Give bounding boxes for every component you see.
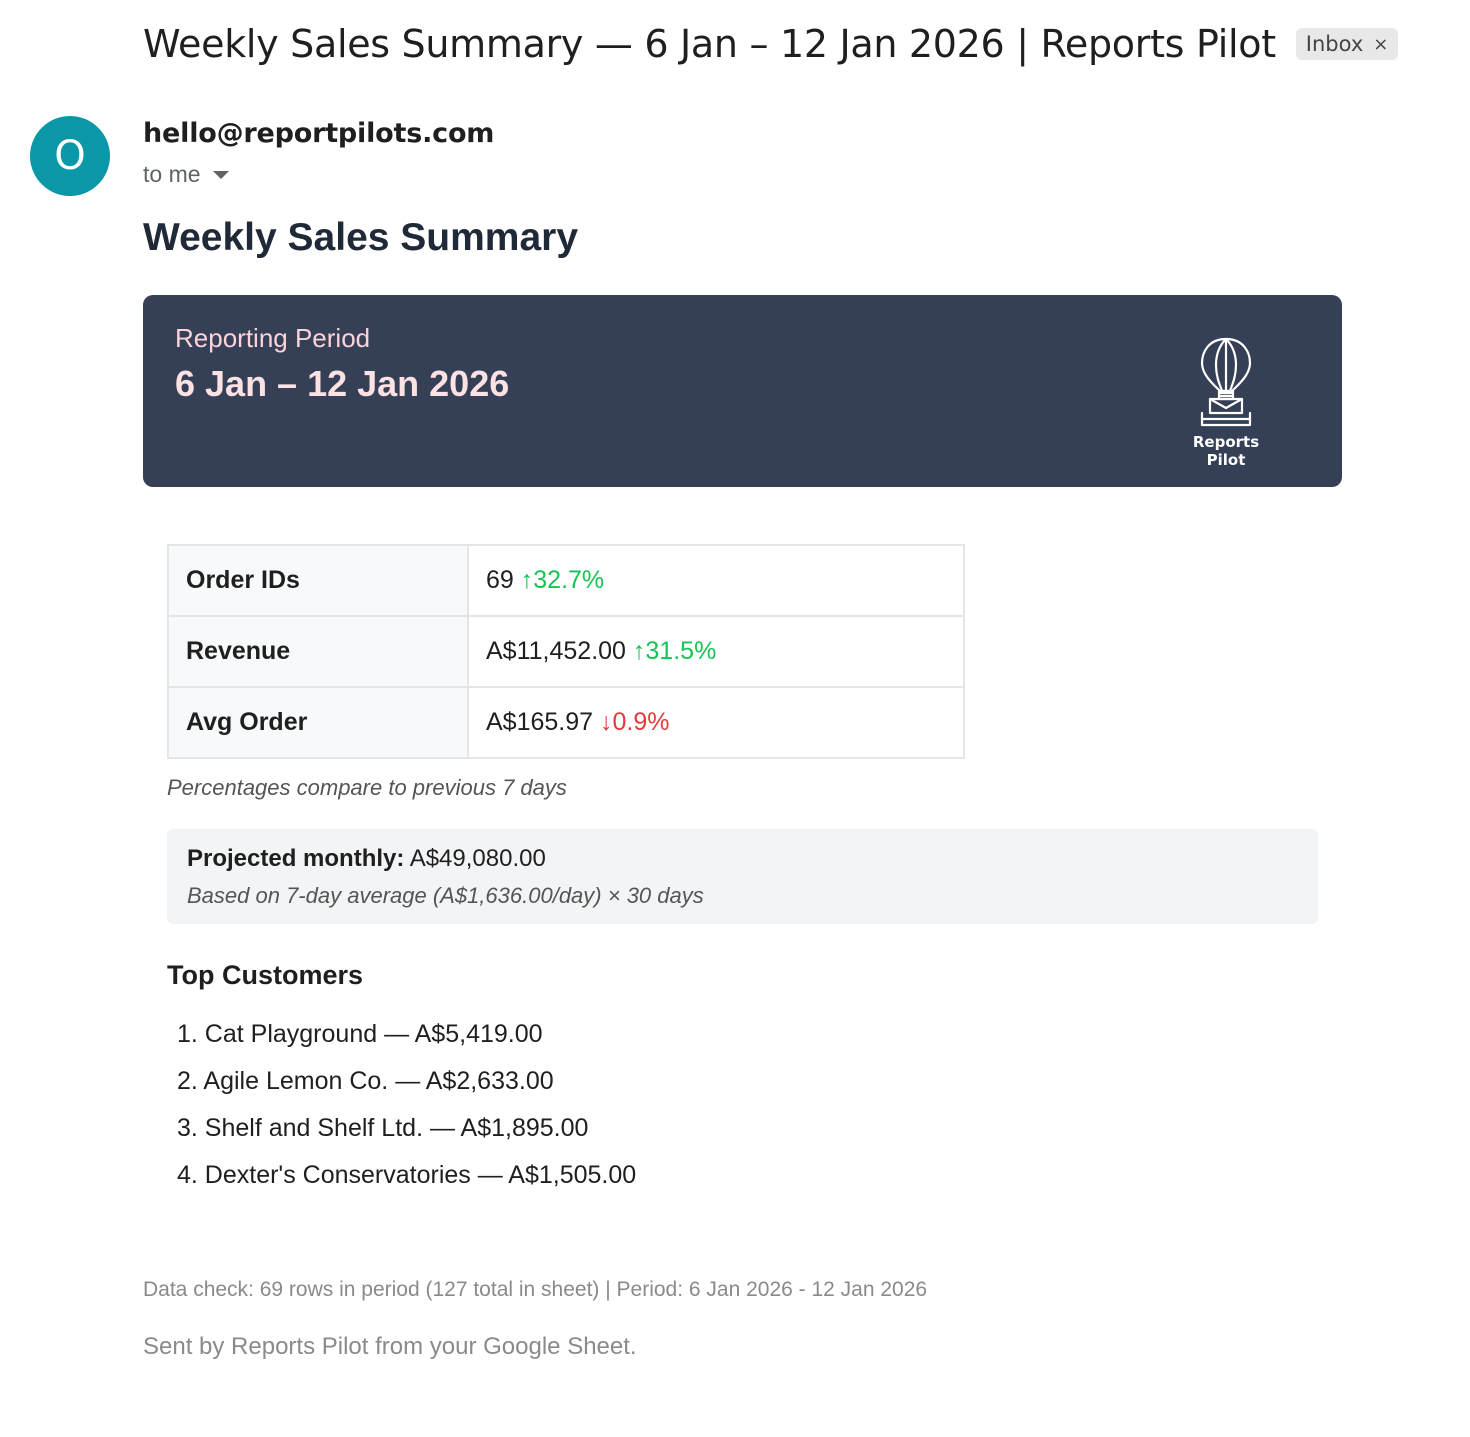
list-item: 3. Shelf and Shelf Ltd. — A$1,895.00 [177,1114,589,1142]
stat-value: A$11,452.00 [486,637,626,665]
remove-label-icon[interactable]: × [1373,33,1389,55]
recipients-text: to me [143,161,201,187]
stat-change: ↓0.9% [600,708,670,736]
period-value: 6 Jan – 12 Jan 2026 [175,363,510,404]
top-customers-list: 1. Cat Playground — A$5,419.00 2. Agile … [177,1016,636,1204]
logo-text: Reports Pilot [1192,433,1260,469]
report-heading: Weekly Sales Summary [143,216,579,259]
comparison-note: Percentages compare to previous 7 days [167,775,567,800]
list-item: 2. Agile Lemon Co. — A$2,633.00 [177,1067,554,1095]
sender-avatar[interactable]: O [30,116,110,196]
email-subject: Weekly Sales Summary — 6 Jan – 12 Jan 20… [143,22,1276,66]
reports-pilot-logo: Reports Pilot [1171,335,1281,469]
stat-label: Revenue [167,615,469,688]
period-label: Reporting Period [175,323,371,353]
sender-address[interactable]: hello@reportpilots.com [143,118,495,149]
stat-label: Avg Order [167,686,469,759]
projection-label: Projected monthly: [187,845,405,872]
data-check-note: Data check: 69 rows in period (127 total… [143,1278,928,1301]
stat-change: ↑32.7% [520,566,605,594]
stats-table: Order IDs 69 ↑32.7% Revenue A$11,452.00 … [167,544,965,759]
list-item: 1. Cat Playground — A$5,419.00 [177,1020,543,1048]
stat-change: ↑31.5% [632,637,717,665]
table-row: Avg Order A$165.97 ↓0.9% [167,686,965,759]
recipients-toggle[interactable]: to me [143,161,229,188]
table-row: Revenue A$11,452.00 ↑31.5% [167,615,965,688]
stat-value-cell: 69 ↑32.7% [467,544,965,617]
stat-value: A$165.97 [486,708,594,736]
hot-air-balloon-mail-icon [1200,337,1252,427]
projection-box: Projected monthly: A$49,080.00 Based on … [167,829,1318,924]
subject-row: Weekly Sales Summary — 6 Jan – 12 Jan 20… [143,22,1399,66]
inbox-label-text: Inbox [1305,32,1364,56]
stat-value: 69 [486,566,514,594]
stat-value-cell: A$165.97 ↓0.9% [467,686,965,759]
chevron-down-icon[interactable] [212,170,229,179]
top-customers-title: Top Customers [167,960,364,990]
table-row: Order IDs 69 ↑32.7% [167,544,965,617]
sent-by-note: Sent by Reports Pilot from your Google S… [143,1333,637,1360]
stat-value-cell: A$11,452.00 ↑31.5% [467,615,965,688]
reporting-period-banner: Reporting Period 6 Jan – 12 Jan 2026 Rep… [143,295,1342,487]
projection-line: Projected monthly: A$49,080.00 [187,845,546,873]
stat-label: Order IDs [167,544,469,617]
projection-value: A$49,080.00 [409,845,546,872]
projection-basis: Based on 7-day average (A$1,636.00/day) … [187,883,704,908]
list-item: 4. Dexter's Conservatories — A$1,505.00 [177,1161,637,1189]
inbox-label-chip[interactable]: Inbox × [1295,28,1399,60]
